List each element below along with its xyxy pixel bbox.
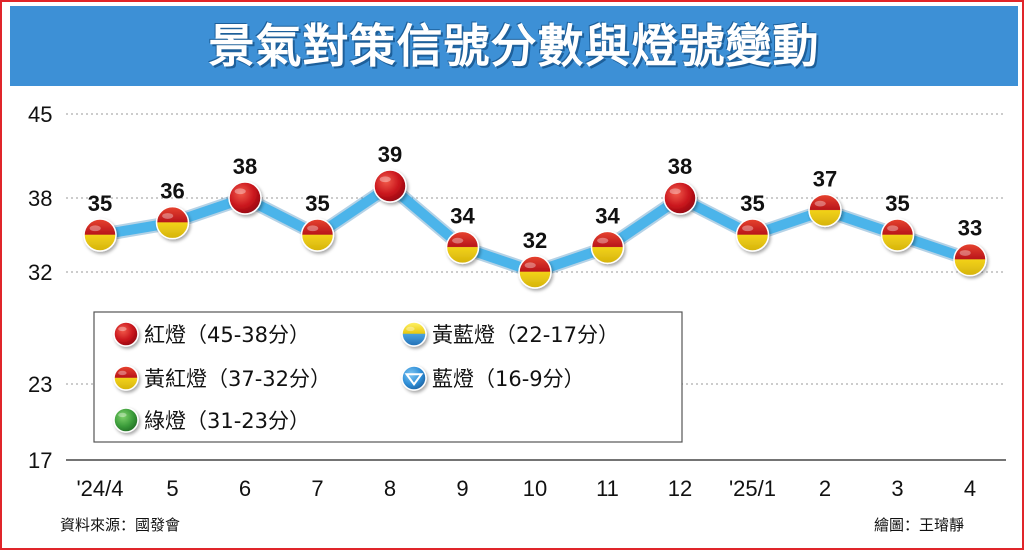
data-label: 36 bbox=[160, 179, 184, 204]
title-bar: 景氣對策信號分數與燈號變動 bbox=[10, 6, 1018, 86]
x-tick-label: 7 bbox=[311, 476, 323, 501]
x-tick-label: 6 bbox=[239, 476, 251, 501]
data-label: 35 bbox=[88, 191, 112, 216]
data-label: 35 bbox=[740, 191, 764, 216]
data-label: 38 bbox=[668, 154, 692, 179]
data-point-marker bbox=[880, 218, 915, 252]
data-label: 38 bbox=[233, 154, 257, 179]
chart-title: 景氣對策信號分數與燈號變動 bbox=[208, 19, 820, 73]
data-point-marker bbox=[373, 169, 407, 203]
legend: 紅燈（45-38分） 黃藍燈（22-17分） 黃紅燈（37-32分） 藍燈（16-9分… bbox=[93, 311, 683, 443]
x-tick-label: 3 bbox=[891, 476, 903, 501]
x-tick-label: '25/1 bbox=[729, 476, 776, 501]
data-point-marker bbox=[155, 205, 190, 240]
legend-label: 紅燈（45-38分） bbox=[144, 323, 310, 347]
data-label: 34 bbox=[595, 203, 620, 228]
data-labels: 35 36 38 35 39 34 32 34 38 35 37 35 33 bbox=[88, 142, 982, 253]
data-label: 35 bbox=[305, 191, 329, 216]
legend-label: 綠燈（31-23分） bbox=[144, 409, 310, 433]
data-point-marker bbox=[735, 218, 770, 252]
legend-item: 藍燈（16-9分） bbox=[401, 365, 585, 391]
data-point-marker bbox=[590, 230, 625, 265]
x-tick-label: 2 bbox=[819, 476, 831, 501]
data-point-marker bbox=[228, 181, 262, 215]
data-point-marker bbox=[808, 193, 842, 228]
legend-label: 黃紅燈（37-32分） bbox=[144, 367, 331, 391]
data-point-marker bbox=[663, 181, 697, 215]
y-tick-label: 38 bbox=[28, 186, 52, 211]
x-tick-label: '24/4 bbox=[76, 476, 123, 501]
data-point-marker bbox=[83, 218, 117, 252]
data-label: 32 bbox=[523, 228, 547, 253]
data-label: 33 bbox=[958, 216, 982, 241]
y-tick-label: 17 bbox=[28, 448, 52, 473]
data-point-marker bbox=[518, 255, 552, 289]
x-tick-label: 12 bbox=[668, 476, 692, 501]
data-label: 34 bbox=[450, 203, 475, 228]
legend-item: 黃藍燈（22-17分） bbox=[401, 321, 619, 347]
data-markers bbox=[83, 169, 987, 289]
x-tick-labels: '24/4 5 6 7 8 9 10 11 12 '25/1 2 3 4 bbox=[76, 476, 976, 501]
legend-marker bbox=[113, 321, 139, 347]
legend-marker bbox=[113, 365, 139, 391]
legend-item: 紅燈（45-38分） bbox=[113, 321, 310, 347]
x-tick-label: 11 bbox=[596, 476, 619, 501]
legend-item: 綠燈（31-23分） bbox=[113, 407, 310, 433]
x-tick-label: 9 bbox=[456, 476, 468, 501]
legend-box bbox=[93, 311, 683, 443]
y-tick-label: 32 bbox=[28, 260, 52, 285]
y-tick-labels: 45 38 32 23 17 bbox=[28, 102, 52, 473]
legend-label: 黃藍燈（22-17分） bbox=[432, 323, 619, 347]
credit-note: 繪圖：王璿靜 bbox=[874, 516, 965, 534]
legend-item: 黃紅燈（37-32分） bbox=[113, 365, 331, 391]
data-label: 35 bbox=[885, 191, 909, 216]
y-tick-label: 23 bbox=[28, 372, 52, 397]
x-tick-label: 5 bbox=[166, 476, 178, 501]
data-label: 39 bbox=[378, 142, 402, 167]
x-tick-label: 8 bbox=[384, 476, 396, 501]
data-point-marker bbox=[953, 242, 987, 277]
x-tick-label: 4 bbox=[964, 476, 976, 501]
y-tick-label: 45 bbox=[28, 102, 52, 127]
x-tick-label: 10 bbox=[523, 476, 547, 501]
legend-label: 藍燈（16-9分） bbox=[432, 367, 585, 391]
legend-marker bbox=[113, 407, 139, 433]
data-label: 37 bbox=[813, 166, 837, 191]
data-point-marker bbox=[300, 218, 335, 252]
legend-marker bbox=[401, 321, 427, 347]
legend-marker bbox=[401, 365, 427, 391]
data-point-marker bbox=[445, 230, 480, 265]
source-note: 資料來源：國發會 bbox=[60, 516, 181, 534]
